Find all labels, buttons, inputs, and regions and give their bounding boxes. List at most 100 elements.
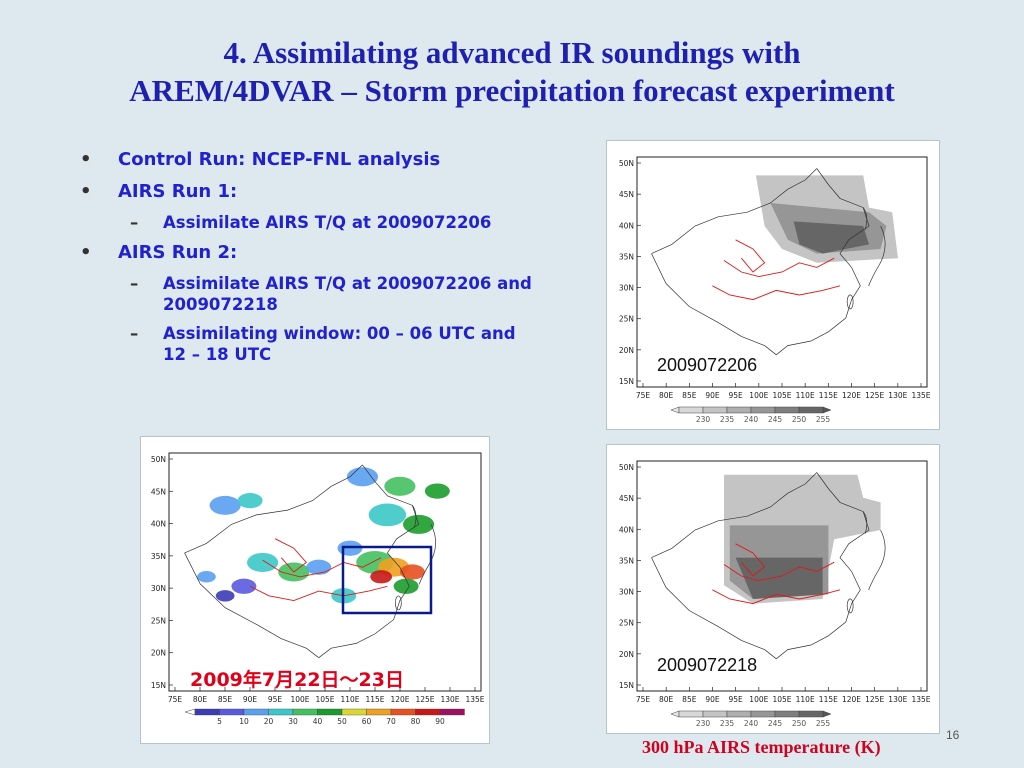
precip-cell (393, 578, 419, 594)
colorbar-segment (750, 406, 776, 414)
map-date-label: 2009072206 (657, 355, 757, 375)
colorbar-tick-label: 245 (768, 719, 783, 728)
coastline (775, 168, 870, 356)
lat-tick-label: 25N (619, 619, 634, 628)
lon-tick-label: 75E (168, 695, 183, 704)
lon-tick-label: 80E (193, 695, 208, 704)
lat-tick-label: 40N (151, 520, 166, 529)
temperature-map-2009072206: 50N 45N 40N 35N 30N 25N 20N 15N 75E 80E 85E 90E 95E 1… (606, 140, 940, 430)
lon-tick-label: 95E (729, 391, 744, 400)
bullet-list: Control Run: NCEP-FNL analysis AIRS Run … (80, 148, 550, 373)
slide-title: 4. Assimilating advanced IR soundings wi… (0, 34, 1024, 110)
coastline (775, 472, 870, 660)
korea-coast (412, 505, 417, 528)
colorbar-tick-label: 40 (313, 717, 323, 726)
coastline (318, 464, 420, 658)
lon-tick-label: 75E (636, 391, 651, 400)
colorbar-segment (268, 708, 294, 716)
river-loop (735, 239, 766, 273)
lat-tick-label: 35N (151, 552, 166, 561)
colorbar-segment (774, 710, 800, 718)
colorbar-tick-label: 245 (768, 415, 783, 424)
lon-tick-label: 130E (888, 391, 907, 400)
lon-tick-label: 85E (682, 391, 697, 400)
colorbar-segment (702, 710, 728, 718)
sub-bullet-run1-assimilate: Assimilate AIRS T/Q at 2009072206 (80, 212, 533, 233)
temp-map-top-plot-area (636, 156, 928, 388)
colorbar-low-arrow (670, 406, 680, 414)
lon-tick-label: 90E (705, 695, 720, 704)
region-highlight-box (341, 545, 433, 615)
river-yangtze (249, 585, 388, 602)
lon-tick-label: 115E (365, 695, 384, 704)
map-date-label: 2009072218 (657, 655, 757, 675)
lon-tick-label: 105E (772, 695, 791, 704)
lon-tick-label: 135E (911, 391, 930, 400)
lon-tick-label: 120E (842, 391, 861, 400)
river-yellow (723, 561, 835, 582)
precip-cell (306, 559, 332, 575)
lat-tick-label: 30N (151, 584, 166, 593)
lon-tick-label: 105E (772, 391, 791, 400)
japan-coast (868, 225, 886, 287)
bullet-airs-run-1: AIRS Run 1: (80, 180, 550, 204)
lon-tick-label: 125E (865, 695, 884, 704)
colorbar-segment (750, 710, 776, 718)
lon-tick-label: 130E (440, 695, 459, 704)
colorbar-tick-label: 240 (744, 415, 759, 424)
colorbar-segment (439, 708, 465, 716)
colorbar-tick-label: 230 (696, 719, 711, 728)
taiwan-outline (846, 598, 854, 614)
lon-tick-label: 115E (819, 391, 838, 400)
colorbar-low-arrow (670, 710, 680, 718)
slide-number: 16 (946, 728, 960, 742)
lon-tick-label: 120E (390, 695, 409, 704)
precip-cell (197, 571, 216, 583)
temperature-field-warm (735, 557, 823, 599)
japan-coast (868, 529, 886, 591)
precip-cell (209, 495, 241, 515)
taiwan-outline (846, 294, 854, 310)
colorbar-segment (678, 710, 704, 718)
sub-bullet-run2-assimilate: Assimilate AIRS T/Q at 2009072206 and 20… (80, 273, 533, 315)
lat-tick-label: 40N (619, 221, 634, 230)
korea-coast (862, 207, 868, 230)
lat-tick-label: 25N (151, 616, 166, 625)
precip-cell (247, 552, 279, 572)
lon-tick-label: 75E (636, 695, 651, 704)
lon-tick-label: 85E (682, 695, 697, 704)
colorbar-tick-label: 60 (362, 717, 372, 726)
precip-cell (399, 564, 425, 580)
lat-tick-label: 45N (151, 487, 166, 496)
river-loop (274, 538, 307, 573)
lon-tick-label: 130E (888, 695, 907, 704)
colorbar-segment (726, 710, 752, 718)
colorbar-tick-label: 50 (337, 717, 347, 726)
lat-tick-label: 25N (619, 315, 634, 324)
lon-tick-label: 85E (218, 695, 233, 704)
lon-tick-label: 120E (842, 695, 861, 704)
lon-tick-label: 95E (729, 695, 744, 704)
colorbar-segment (678, 406, 704, 414)
colorbar-segment (194, 708, 220, 716)
lon-tick-label: 125E (865, 391, 884, 400)
colorbar-tick-label: 90 (435, 717, 445, 726)
river-loop (735, 543, 766, 577)
colorbar-tick-label: 255 (816, 415, 831, 424)
colorbar-tick-label: 20 (264, 717, 274, 726)
lat-tick-label: 50N (619, 463, 634, 472)
colorbar-tick-label: 255 (816, 719, 831, 728)
lon-tick-label: 90E (243, 695, 258, 704)
precip-cell (368, 503, 407, 527)
taiwan-outline (394, 595, 402, 611)
southern-border (184, 552, 319, 658)
colorbar-tick-label: 70 (386, 717, 396, 726)
lat-tick-label: 45N (619, 190, 634, 199)
lat-tick-label: 30N (619, 284, 634, 293)
precip-cell (237, 492, 263, 509)
colorbar-tick-label: 250 (792, 415, 807, 424)
lon-tick-label: 135E (465, 695, 484, 704)
colorbar-segment (243, 708, 269, 716)
